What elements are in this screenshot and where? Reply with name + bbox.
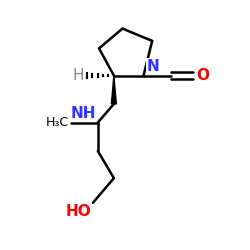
Text: N: N [146,58,159,74]
Polygon shape [112,76,116,104]
Text: H₃C: H₃C [46,116,69,129]
Text: H: H [72,68,84,83]
Text: HO: HO [65,204,91,219]
Text: NH: NH [71,106,96,120]
Text: O: O [196,68,209,83]
